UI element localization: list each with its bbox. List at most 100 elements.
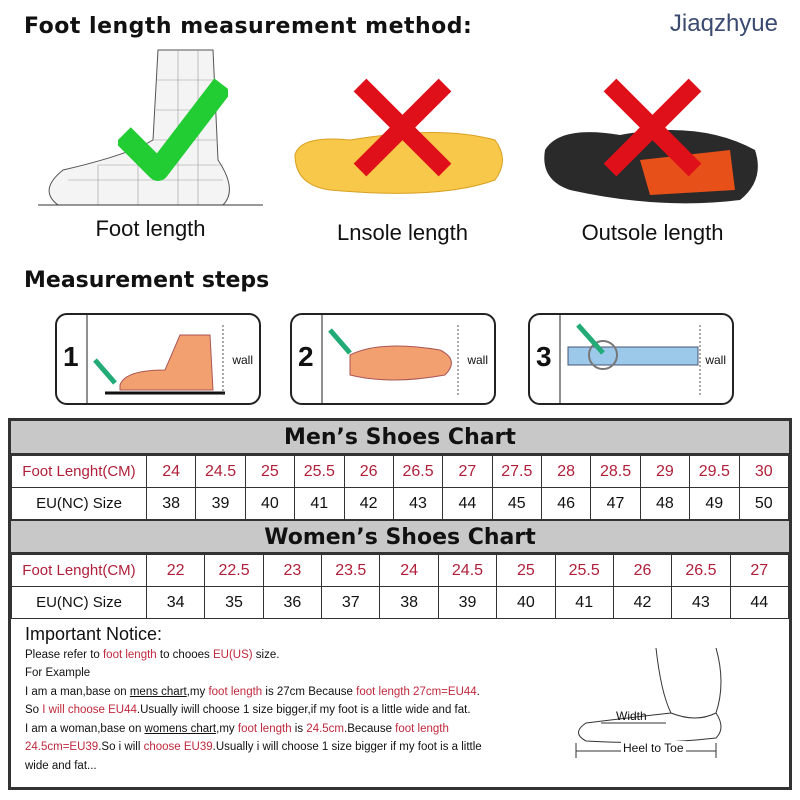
notice-text: .Usually iwill choose 1 size bigger,if m… (136, 704, 471, 716)
eu-size-cell: 47 (590, 487, 641, 520)
eu-size-cell: 42 (343, 487, 394, 520)
notice-text: 24.5cm (306, 722, 345, 735)
eu-size-cell: 38 (379, 586, 439, 619)
foot-length-cell: 24 (379, 554, 439, 587)
eu-size-cell: 46 (540, 487, 592, 520)
width-label: Width (616, 709, 647, 723)
notice-text: ,my (186, 685, 209, 698)
method-foot-length: Foot length (38, 40, 263, 245)
notice-text: to chooes (156, 648, 213, 661)
ruler-illustration (559, 315, 701, 403)
table-row: EU(NC) Size 38 39 40 41 42 43 44 45 46 47 48 49 50 (11, 487, 789, 520)
notice-text: is (291, 722, 307, 735)
notice-text: Please refer to (25, 648, 103, 661)
foot-length-cell: 24.5 (195, 455, 246, 488)
notice-line: wide and fat... (25, 757, 775, 776)
notice-text: foot length (237, 722, 292, 735)
notice-text: .Usually i will choose 1 size bigger if … (212, 741, 482, 753)
notice-text: I am a woman,base on (25, 722, 145, 735)
size-chart: Men’s Shoes Chart Foot Lenght(CM) 24 24.5 2… (8, 418, 792, 790)
foot-length-cell: 23 (262, 554, 323, 587)
notice-text: mens chart (129, 685, 187, 698)
notice-text: foot length (395, 722, 449, 735)
important-notice: Important Notice: Please refer to foot l… (11, 619, 789, 781)
notice-text: . (476, 685, 480, 698)
method-insole-length: Lnsole length (290, 40, 515, 245)
row-label: EU(NC) Size (11, 487, 147, 520)
foot-length-cell: 29.5 (689, 455, 740, 488)
page-title: Foot length measurement method: (24, 14, 473, 39)
women-size-table: Foot Lenght(CM) 22 22.5 23 23.5 24 24.5 25 25.5 2… (11, 554, 790, 619)
foot-length-cell: 26.5 (392, 455, 444, 488)
table-row: EU(NC) Size 34 35 36 37 38 39 40 41 42 43 44 (11, 586, 790, 619)
row-label: Foot Lenght(CM) (11, 455, 147, 488)
foot-length-cell: 22.5 (204, 554, 264, 587)
foot-length-cell: 29 (639, 455, 691, 488)
table-row: Foot Lenght(CM) 22 22.5 23 23.5 24 24.5 25 25.5 2… (11, 554, 790, 587)
notice-line: For Example (25, 664, 775, 683)
foot-length-cell: 25.5 (554, 554, 614, 587)
notice-line: 24.5cm=EU39.So i will choose EU39.Usuall… (25, 738, 775, 757)
notice-text: For Example (25, 667, 91, 679)
heel-to-toe-label: Heel to Toe (621, 741, 686, 755)
notice-text: foot length (208, 685, 263, 698)
eu-size-cell: 48 (639, 487, 691, 520)
eu-size-cell: 39 (195, 487, 246, 520)
foot-length-cell: 27 (442, 455, 493, 488)
method-label: Foot length (95, 216, 206, 241)
men-size-table: Foot Lenght(CM) 24 24.5 25 25.5 26 26.5 27 27.5 2… (11, 455, 789, 520)
eu-size-cell: 40 (496, 586, 556, 619)
wall-label: wall (705, 353, 726, 367)
eu-size-cell: 44 (729, 586, 790, 619)
notice-text: .Because (344, 722, 396, 735)
cross-icon (353, 78, 452, 177)
notice-text: is 27cm Because (262, 685, 357, 698)
foot-wireframe-illustration (38, 49, 263, 206)
notice-text: 24.5cm=EU39 (25, 741, 99, 753)
notice-text: EU(US) (212, 648, 253, 661)
foot-length-cell: 23.5 (321, 554, 381, 587)
eu-size-cell: 38 (145, 487, 197, 520)
step-number: 3 (536, 341, 552, 372)
eu-size-cell: 37 (321, 586, 381, 619)
notice-text: I will choose EU44 (42, 704, 137, 716)
eu-size-cell: 36 (262, 586, 323, 619)
notice-text: .So i will (98, 741, 144, 753)
eu-size-cell: 39 (437, 586, 498, 619)
foot-length-cell: 26 (343, 455, 394, 488)
step-number: 2 (298, 341, 314, 372)
foot-length-cell: 24.5 (437, 554, 498, 587)
cross-icon (603, 78, 702, 177)
eu-size-cell: 34 (145, 586, 206, 619)
notice-line: Please refer to foot length to chooes EU… (25, 646, 775, 665)
method-label: Lnsole length (337, 220, 468, 245)
table-row: Foot Lenght(CM) 24 24.5 25 25.5 26 26.5 27 27.5 2… (11, 455, 789, 488)
foot-length-cell: 22 (145, 554, 206, 587)
foot-top-illustration (321, 315, 459, 403)
insole-illustration (294, 132, 503, 194)
step-3: 3 wall (528, 313, 734, 405)
foot-length-cell: 26.5 (671, 554, 731, 587)
foot-side-illustration (86, 315, 225, 403)
method-label: Outsole length (581, 220, 724, 245)
eu-size-cell: 41 (554, 586, 614, 619)
foot-length-cell: 25 (496, 554, 556, 587)
notice-title: Important Notice: (25, 624, 163, 644)
step-1: 1 wall (55, 313, 261, 405)
notice-text: So (25, 704, 43, 716)
step-number: 1 (63, 341, 79, 372)
eu-size-cell: 50 (738, 487, 789, 520)
eu-size-cell: 43 (392, 487, 444, 520)
row-label: EU(NC) Size (11, 586, 147, 619)
notice-text: I am a man,base on (25, 685, 130, 698)
notice-text: foot length 27cm=EU44 (356, 685, 477, 698)
foot-length-cell: 26 (612, 554, 673, 587)
eu-size-cell: 35 (204, 586, 264, 619)
notice-text: wide and fat... (25, 759, 97, 772)
foot-length-cell: 28.5 (590, 455, 641, 488)
eu-size-cell: 44 (442, 487, 493, 520)
notice-text: foot length (102, 648, 157, 661)
check-icon (118, 78, 228, 181)
foot-length-cell: 24 (145, 455, 197, 488)
women-chart-title: Women’s Shoes Chart (11, 520, 789, 554)
